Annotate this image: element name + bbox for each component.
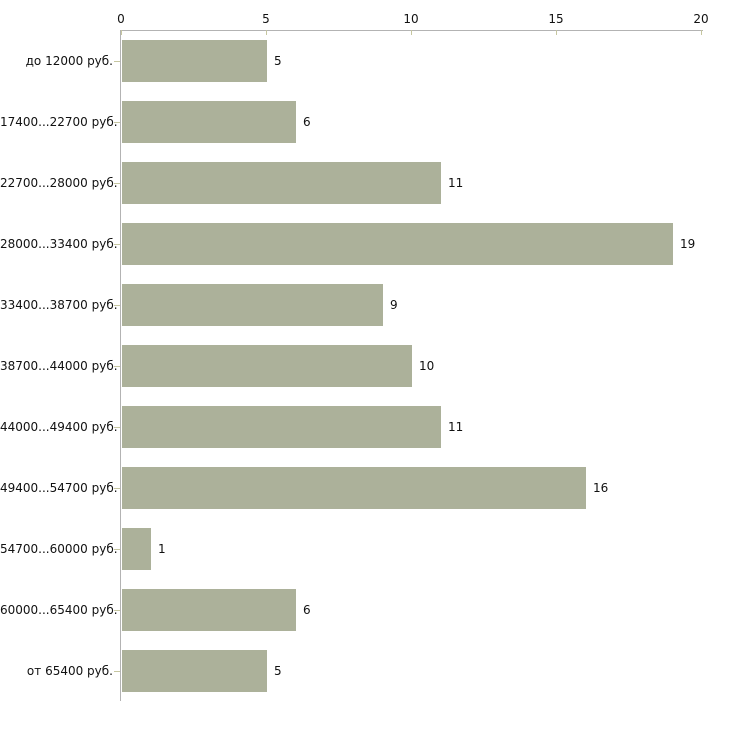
bar-value-label: 6	[303, 115, 311, 129]
category-tick-mark	[114, 61, 120, 62]
category-tick-mark	[114, 427, 120, 428]
x-axis-tick-mark	[121, 30, 122, 35]
category-tick-mark	[114, 183, 120, 184]
bar	[122, 223, 673, 265]
y-axis-line	[120, 30, 121, 701]
bar-value-label: 1	[158, 542, 166, 556]
category-tick-mark	[114, 671, 120, 672]
bar	[122, 284, 383, 326]
category-label: 60000...65400 руб.	[0, 603, 118, 617]
category-label: 54700...60000 руб.	[0, 542, 118, 556]
category-label: от 65400 руб.	[26, 664, 113, 678]
category-tick-mark	[114, 305, 120, 306]
bar	[122, 162, 441, 204]
bar-value-label: 10	[419, 359, 435, 373]
category-tick-mark	[114, 366, 120, 367]
x-axis-tick-label: 0	[117, 12, 125, 26]
bar	[122, 40, 267, 82]
x-axis-tick-label: 20	[693, 12, 709, 26]
bar-value-label: 11	[448, 420, 464, 434]
x-axis-tick-label: 15	[548, 12, 564, 26]
x-axis-tick-label: 10	[403, 12, 419, 26]
bar-value-label: 19	[680, 237, 696, 251]
bar	[122, 589, 296, 631]
bar-value-label: 6	[303, 603, 311, 617]
bar-value-label: 16	[593, 481, 609, 495]
category-label: до 12000 руб.	[25, 54, 113, 68]
category-tick-mark	[114, 488, 120, 489]
category-tick-mark	[114, 244, 120, 245]
category-label: 22700...28000 руб.	[0, 176, 118, 190]
x-axis-tick-label: 5	[262, 12, 270, 26]
bar-value-label: 9	[390, 298, 398, 312]
x-axis-tick-mark	[266, 30, 267, 35]
bar	[122, 650, 267, 692]
bar	[122, 406, 441, 448]
category-label: 44000...49400 руб.	[0, 420, 118, 434]
category-label: 38700...44000 руб.	[0, 359, 118, 373]
bar-value-label: 5	[274, 664, 282, 678]
category-label: 17400...22700 руб.	[0, 115, 118, 129]
x-axis-tick-mark	[701, 30, 702, 35]
bar	[122, 101, 296, 143]
x-axis-tick-mark	[556, 30, 557, 35]
category-tick-mark	[114, 122, 120, 123]
x-axis-line	[121, 30, 703, 31]
bar-value-label: 11	[448, 176, 464, 190]
category-tick-mark	[114, 610, 120, 611]
category-tick-mark	[114, 549, 120, 550]
bar	[122, 467, 586, 509]
category-label: 33400...38700 руб.	[0, 298, 118, 312]
bar	[122, 528, 151, 570]
category-label: 28000...33400 руб.	[0, 237, 118, 251]
bar-value-label: 5	[274, 54, 282, 68]
category-label: 49400...54700 руб.	[0, 481, 118, 495]
bar	[122, 345, 412, 387]
x-axis-tick-mark	[411, 30, 412, 35]
